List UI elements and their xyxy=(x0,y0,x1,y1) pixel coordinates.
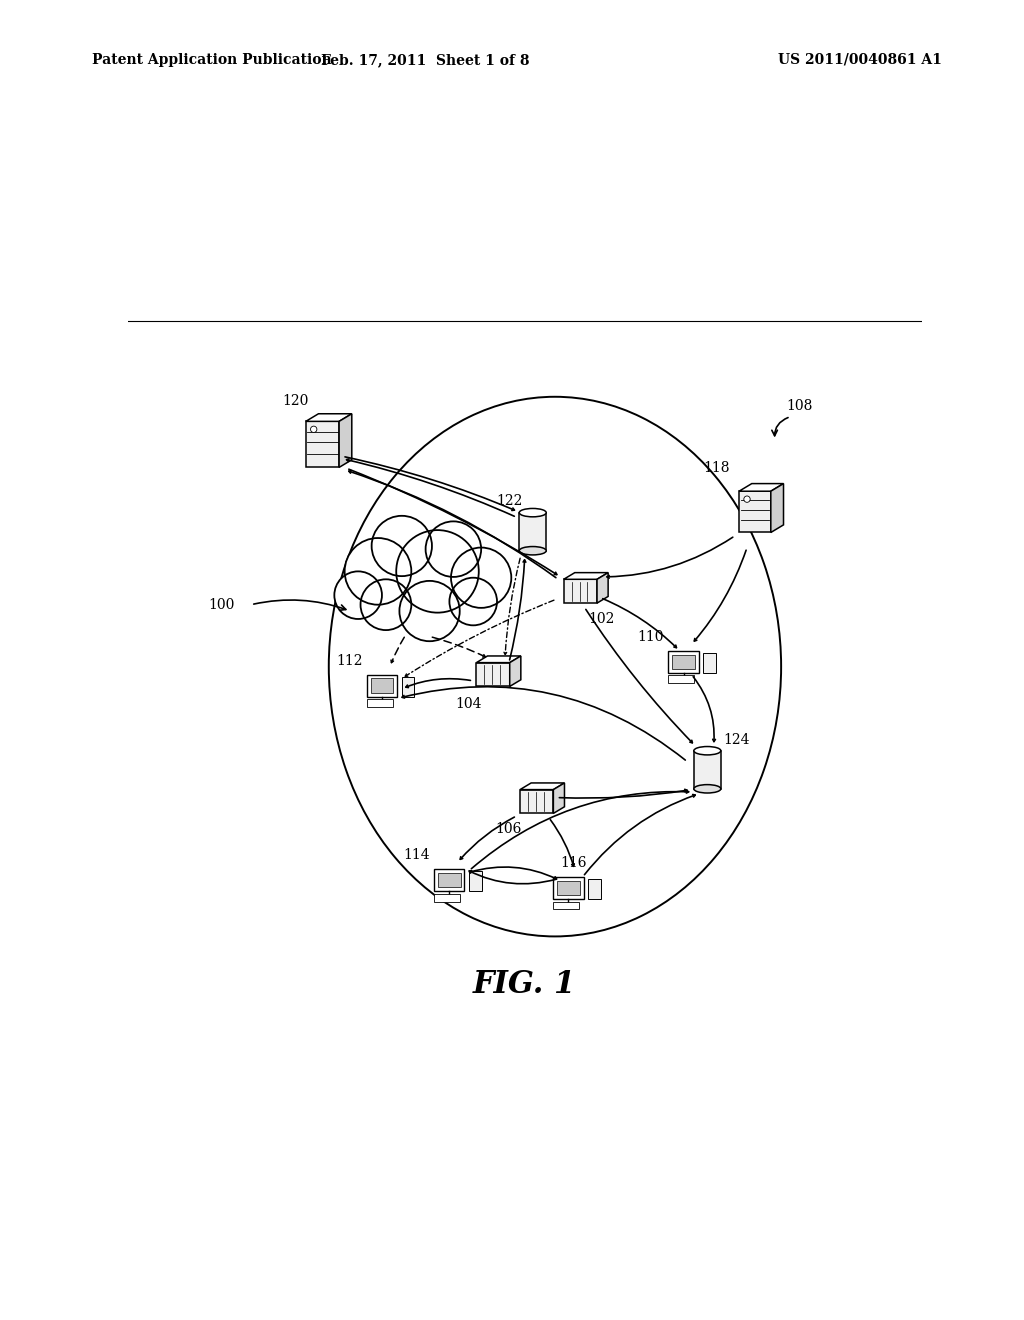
Circle shape xyxy=(310,426,316,433)
Bar xyxy=(553,902,579,909)
Bar xyxy=(669,676,694,684)
FancyArrowPatch shape xyxy=(469,871,556,884)
Polygon shape xyxy=(510,656,521,686)
Bar xyxy=(469,871,482,891)
FancyArrowPatch shape xyxy=(585,795,695,875)
Text: Patent Application Publication: Patent Application Publication xyxy=(92,53,332,67)
Text: 112: 112 xyxy=(336,653,362,668)
Bar xyxy=(557,880,580,895)
Text: 106: 106 xyxy=(496,822,522,837)
FancyArrowPatch shape xyxy=(694,550,746,642)
Text: FIG. 1: FIG. 1 xyxy=(473,969,577,999)
Circle shape xyxy=(345,539,412,605)
Text: 116: 116 xyxy=(560,857,587,870)
Text: 120: 120 xyxy=(283,393,309,408)
Polygon shape xyxy=(563,579,597,603)
Text: Feb. 17, 2011  Sheet 1 of 8: Feb. 17, 2011 Sheet 1 of 8 xyxy=(321,53,529,67)
Circle shape xyxy=(426,521,481,577)
Text: 124: 124 xyxy=(723,734,750,747)
FancyArrowPatch shape xyxy=(346,459,514,516)
Text: 102: 102 xyxy=(588,612,614,626)
Polygon shape xyxy=(476,663,510,686)
Bar xyxy=(438,873,461,887)
Polygon shape xyxy=(520,789,553,813)
FancyArrowPatch shape xyxy=(402,686,685,760)
FancyArrowPatch shape xyxy=(693,677,716,742)
Bar xyxy=(739,491,771,532)
Polygon shape xyxy=(597,573,608,603)
FancyArrowPatch shape xyxy=(470,867,557,879)
Bar xyxy=(434,869,465,891)
Text: 104: 104 xyxy=(455,697,481,711)
FancyArrowPatch shape xyxy=(559,789,687,799)
Circle shape xyxy=(399,581,460,642)
Circle shape xyxy=(396,531,479,612)
Bar xyxy=(703,653,716,673)
Bar xyxy=(401,677,415,697)
Bar xyxy=(367,675,397,697)
Polygon shape xyxy=(339,413,352,467)
Polygon shape xyxy=(553,783,564,813)
FancyArrowPatch shape xyxy=(510,560,525,660)
Polygon shape xyxy=(520,783,564,789)
Ellipse shape xyxy=(519,508,546,517)
FancyArrowPatch shape xyxy=(603,599,677,648)
Text: 118: 118 xyxy=(703,461,730,475)
FancyArrowPatch shape xyxy=(504,558,520,655)
Polygon shape xyxy=(563,573,608,579)
Bar xyxy=(434,894,460,902)
Circle shape xyxy=(372,516,432,576)
FancyArrowPatch shape xyxy=(607,537,733,578)
Ellipse shape xyxy=(694,784,721,793)
FancyArrowPatch shape xyxy=(349,469,557,574)
Circle shape xyxy=(451,548,511,609)
Text: 114: 114 xyxy=(403,849,430,862)
Bar xyxy=(306,421,339,467)
FancyBboxPatch shape xyxy=(519,512,546,550)
Bar xyxy=(672,655,695,669)
FancyBboxPatch shape xyxy=(694,751,721,789)
FancyArrowPatch shape xyxy=(586,610,692,743)
Bar xyxy=(553,876,584,899)
FancyArrowPatch shape xyxy=(550,820,574,866)
Polygon shape xyxy=(476,656,521,663)
Ellipse shape xyxy=(694,747,721,755)
Ellipse shape xyxy=(519,546,546,554)
Circle shape xyxy=(743,496,751,503)
FancyArrowPatch shape xyxy=(349,471,556,578)
Bar xyxy=(367,700,392,708)
FancyArrowPatch shape xyxy=(345,457,514,511)
Bar xyxy=(371,678,393,693)
Bar xyxy=(669,651,698,673)
Text: 100: 100 xyxy=(209,598,236,611)
Circle shape xyxy=(360,579,412,630)
Text: 122: 122 xyxy=(497,494,522,508)
FancyArrowPatch shape xyxy=(432,638,485,657)
Bar xyxy=(588,879,601,899)
Polygon shape xyxy=(739,483,783,491)
Circle shape xyxy=(334,572,382,619)
FancyArrowPatch shape xyxy=(391,638,404,663)
Text: 108: 108 xyxy=(786,399,813,413)
Polygon shape xyxy=(306,413,352,421)
FancyArrowPatch shape xyxy=(406,678,470,688)
FancyArrowPatch shape xyxy=(406,601,554,676)
Circle shape xyxy=(450,578,497,626)
FancyArrowPatch shape xyxy=(471,791,689,869)
FancyArrowPatch shape xyxy=(460,817,514,859)
Text: US 2011/0040861 A1: US 2011/0040861 A1 xyxy=(778,53,942,67)
Polygon shape xyxy=(771,483,783,532)
Text: 110: 110 xyxy=(638,630,664,644)
